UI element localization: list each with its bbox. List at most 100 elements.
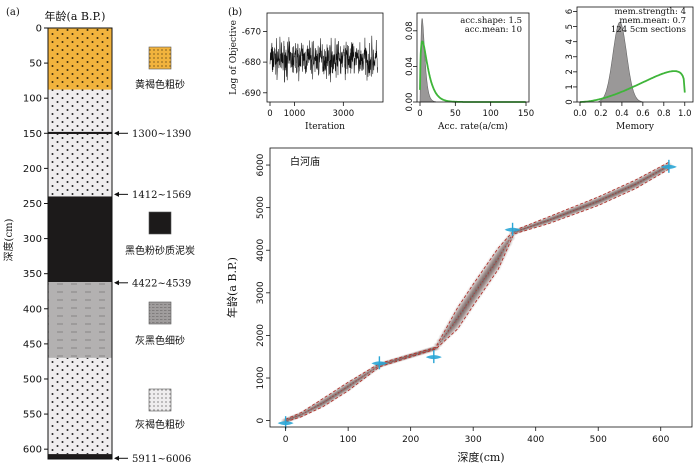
agedepth-ytick-label: 3000 xyxy=(256,281,266,304)
strat-tick-label: 500 xyxy=(23,374,42,385)
strat-tick-label: 400 xyxy=(23,304,42,315)
strat-title: 年龄(a B.P.) xyxy=(45,9,106,23)
date-label: 4422~4539 xyxy=(132,278,191,289)
mem-prior-curve xyxy=(580,70,686,103)
strat-unit-black xyxy=(48,454,112,459)
panel-label-a: (a) xyxy=(6,7,20,18)
strat-unit-fine_gray xyxy=(48,282,112,358)
model-upper-bound xyxy=(285,161,671,420)
strat-tick-label: 200 xyxy=(23,164,42,175)
model-uncertainty-cloud xyxy=(280,161,674,424)
legend-label: 黑色粉砂质泥炭 xyxy=(125,244,195,257)
agedepth-frame xyxy=(269,147,693,428)
agedepth-xtick-label: 200 xyxy=(402,435,419,445)
acc-xtick-label: 150 xyxy=(518,109,534,119)
dated-sample xyxy=(660,159,677,173)
strat-tick-label: 100 xyxy=(23,94,42,105)
mem-xtick-label: 0.0 xyxy=(573,109,587,119)
strat-tick-label: 350 xyxy=(23,269,42,280)
strat-tick-label: 150 xyxy=(23,129,42,140)
trace-xtick-label: 1000 xyxy=(284,109,306,119)
agedepth-xlabel: 深度(cm) xyxy=(457,450,504,464)
date-arrow-head xyxy=(114,191,119,197)
strat-depth-axis: 0 50 100 150 200 250 300 350 400 450 500 550 600 xyxy=(23,24,49,459)
mem-ytick-label: 0 xyxy=(565,99,575,104)
strat-unit-black xyxy=(48,131,112,134)
mem-ytick-label: 5 xyxy=(565,24,575,29)
mem-xtick-label: 0.6 xyxy=(636,109,650,119)
acc-ytick-label: 0.04 xyxy=(405,57,415,76)
date-label: 5911~6006 xyxy=(132,454,191,465)
agedepth-ytick-label: 6000 xyxy=(256,153,266,176)
legend-swatch-coarse_light xyxy=(148,388,172,412)
dated-sample xyxy=(425,350,442,364)
mcmc-trace-plot: -670 -680 -690 0 1000 3000 Iteration Log of Obj… xyxy=(229,12,384,132)
mem-xtick-label: 0.2 xyxy=(594,109,608,119)
model-median xyxy=(285,164,671,421)
acc-ytick-label: 0.00 xyxy=(405,93,415,112)
mem-ytick-label: 1 xyxy=(565,84,575,89)
legend-swatch-fine_gray xyxy=(148,301,172,325)
agedepth-ytick-label: 1000 xyxy=(256,366,266,389)
acc-xtick-label: 100 xyxy=(483,109,499,119)
agedepth-ylabel: 年龄(a B.P.) xyxy=(225,257,239,318)
mem-xlabel: Memory xyxy=(616,122,655,132)
dated-sample xyxy=(371,356,388,370)
model-lower-bound xyxy=(285,168,671,423)
acc-annotation: acc.shape: 1.5 xyxy=(460,16,522,26)
agedepth-xtick-label: 300 xyxy=(465,435,482,445)
agedepth-xtick-label: 0 xyxy=(283,435,289,445)
acc-ytick-label: 0.08 xyxy=(405,21,415,40)
strat-unit-black xyxy=(48,196,112,283)
mem-ytick-label: 2 xyxy=(565,69,575,74)
agedepth-xtick-label: 100 xyxy=(340,435,357,445)
strat-unit-coarse_light xyxy=(48,357,112,455)
mem-xtick-label: 0.4 xyxy=(615,109,629,119)
legend-label: 灰褐色粗砂 xyxy=(135,418,185,431)
strat-tick-label: 600 xyxy=(23,445,42,456)
acc-rate-plot: 0.00 0.04 0.08 0 50 100 150 Acc. rate(a/cm) acc.… xyxy=(405,12,534,132)
strat-tick-label: 450 xyxy=(23,339,42,350)
date-arrow-head xyxy=(114,130,119,136)
date-arrow-head xyxy=(114,280,119,286)
trace-series xyxy=(269,35,378,83)
strat-tick-label: 50 xyxy=(29,59,42,70)
acc-xlabel: Acc. rate(a/cm) xyxy=(437,121,508,132)
agedepth-ytick-label: 2000 xyxy=(256,324,266,347)
strat-unit-coarse_yellow xyxy=(48,28,112,90)
acc-annotation: acc.mean: 10 xyxy=(465,25,522,35)
mem-ytick-label: 4 xyxy=(565,39,575,44)
trace-ylabel: Log of Objective xyxy=(229,20,239,95)
strat-ylabel: 深度(cm) xyxy=(2,218,15,261)
agedepth-ytick-label: 0 xyxy=(256,417,266,423)
strat-date-arrows: 1300~1390 1412~1569 4422~4539 5911~6006 xyxy=(114,129,191,465)
agedepth-ytick-label: 5000 xyxy=(256,196,266,219)
legend-swatch-coarse_yellow xyxy=(148,46,172,70)
trace-xtick-label: 0 xyxy=(267,109,272,119)
mem-ytick-label: 6 xyxy=(565,9,575,14)
strat-column xyxy=(47,27,113,460)
strat-tick-label: 250 xyxy=(23,199,42,210)
acc-posterior xyxy=(419,18,436,103)
acc-prior-curve xyxy=(419,40,526,103)
trace-xlabel: Iteration xyxy=(305,122,345,132)
mem-frame xyxy=(576,6,694,103)
acc-frame xyxy=(416,12,530,103)
mem-annotation: mem.mean: 0.7 xyxy=(619,16,686,26)
agedepth-xtick-label: 400 xyxy=(527,435,544,445)
trace-ytick-label: -670 xyxy=(242,27,261,37)
legend-label: 灰黑色细砂 xyxy=(135,334,185,347)
dated-sample xyxy=(504,222,521,236)
mem-annotation: mem.strength: 4 xyxy=(614,7,686,17)
date-label: 1412~1569 xyxy=(132,190,191,201)
agedepth-xtick-label: 500 xyxy=(590,435,607,445)
acc-xtick-label: 50 xyxy=(450,109,461,119)
mem-annotation: 124 5cm sections xyxy=(611,25,686,35)
panel-label-b: (b) xyxy=(228,7,242,18)
mem-xtick-label: 0.8 xyxy=(657,109,671,119)
strat-tick-label: 300 xyxy=(23,234,42,245)
mem-posterior xyxy=(598,21,643,103)
mem-ytick-label: 3 xyxy=(565,54,575,59)
trace-ytick-label: -680 xyxy=(242,58,261,68)
